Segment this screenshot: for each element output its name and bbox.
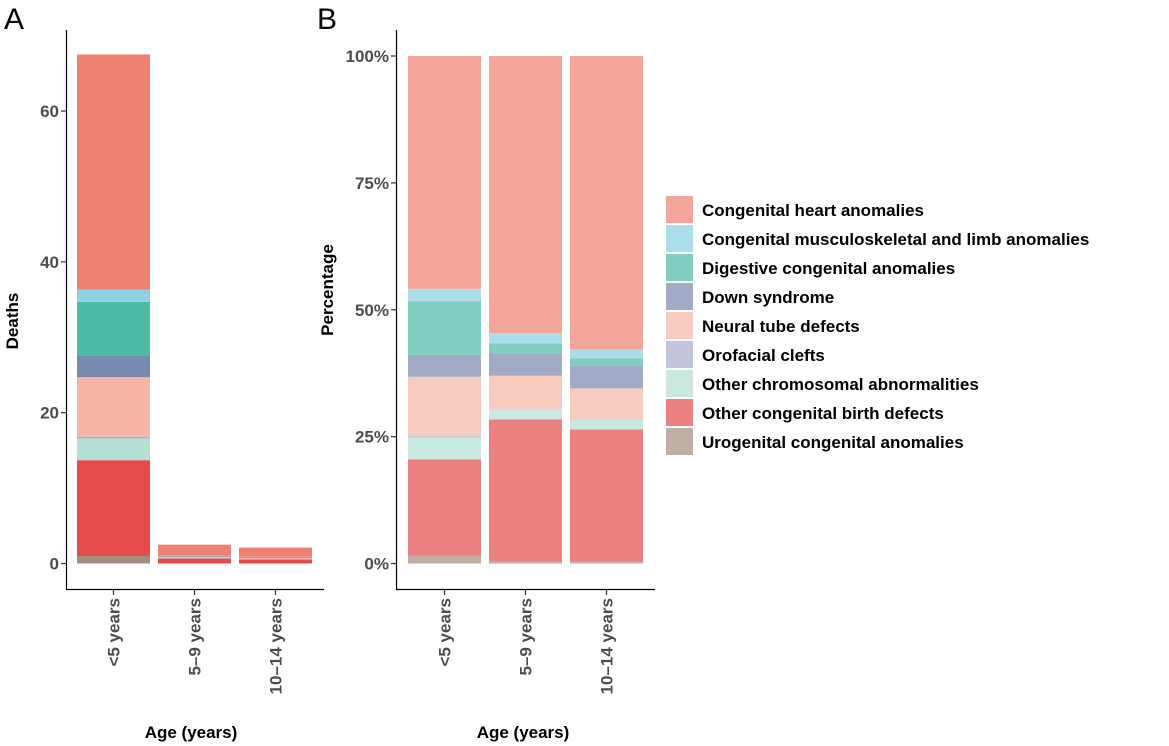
legend-label-other-chromosomal-abnormalities: Other chromosomal abnormalities bbox=[702, 375, 979, 394]
y-tick-label: 50% bbox=[355, 301, 389, 320]
bar-segment-b-3-digestive-congenital-anomalies bbox=[570, 358, 643, 367]
bar-segment-b-2-congenital-musculoskeletal-and-limb-anomalies bbox=[489, 333, 562, 344]
bar-segment-b-2-other-congenital-birth-defects bbox=[489, 419, 562, 562]
y-tick-label: 0 bbox=[50, 555, 59, 574]
legend-swatch-urogenital-congenital-anomalies bbox=[666, 428, 693, 455]
bar-segment-b-3-orofacial-clefts bbox=[570, 418, 643, 420]
legend-label-congenital-musculoskeletal-and-limb-anomalies: Congenital musculoskeletal and limb anom… bbox=[702, 230, 1089, 249]
bar-segment-b-1-digestive-congenital-anomalies bbox=[408, 301, 481, 355]
bar-segment-b-1-other-chromosomal-abnormalities bbox=[408, 437, 481, 460]
legend-label-digestive-congenital-anomalies: Digestive congenital anomalies bbox=[702, 259, 955, 278]
bar-segment-b-1-congenital-heart-anomalies bbox=[408, 56, 481, 289]
bar-segment-b-2-other-chromosomal-abnormalities bbox=[489, 409, 562, 420]
bar-segment-a-2-congenital-musculoskeletal-and-limb-anomalies bbox=[158, 555, 231, 556]
bar-segment-a-1-urogenital-congenital-anomalies bbox=[77, 555, 150, 564]
bar-segment-a-2-down-syndrome bbox=[158, 555, 231, 557]
bar-segment-a-1-congenital-heart-anomalies bbox=[77, 54, 150, 290]
bar-segment-b-2-digestive-congenital-anomalies bbox=[489, 343, 562, 354]
bar-segment-b-1-congenital-musculoskeletal-and-limb-anomalies bbox=[408, 288, 481, 302]
legend-swatch-other-chromosomal-abnormalities bbox=[666, 370, 693, 397]
bar-segment-b-1-other-congenital-birth-defects bbox=[408, 459, 481, 556]
legend-swatch-congenital-musculoskeletal-and-limb-anomalies bbox=[666, 225, 693, 252]
legend-swatch-orofacial-clefts bbox=[666, 341, 693, 368]
bar-segment-b-1-neural-tube-defects bbox=[408, 376, 481, 437]
bar-segment-b-3-congenital-musculoskeletal-and-limb-anomalies bbox=[570, 349, 643, 359]
bar-segment-a-3-congenital-heart-anomalies bbox=[239, 547, 312, 557]
legend-swatch-neural-tube-defects bbox=[666, 312, 693, 339]
bar-segment-b-3-neural-tube-defects bbox=[570, 388, 643, 419]
legend-swatch-digestive-congenital-anomalies bbox=[666, 254, 693, 281]
bar-segment-b-2-urogenital-congenital-anomalies bbox=[489, 561, 562, 564]
bar-segment-b-2-down-syndrome bbox=[489, 353, 562, 376]
panel-b-letter: B bbox=[317, 3, 337, 36]
legend-label-down-syndrome: Down syndrome bbox=[702, 288, 834, 307]
x-tick-label: 10–14 years bbox=[598, 598, 617, 694]
y-tick-label: 60 bbox=[40, 102, 59, 121]
bar-segment-a-2-digestive-congenital-anomalies bbox=[158, 555, 231, 557]
bar-segment-b-2-neural-tube-defects bbox=[489, 375, 562, 409]
bar-segment-a-3-other-congenital-birth-defects bbox=[239, 559, 312, 564]
x-tick-label: <5 years bbox=[436, 598, 455, 667]
bar-segment-a-1-other-chromosomal-abnormalities bbox=[77, 438, 150, 461]
bar-segment-a-3-congenital-musculoskeletal-and-limb-anomalies bbox=[239, 556, 312, 558]
bar-segment-b-3-down-syndrome bbox=[570, 366, 643, 389]
legend-swatch-other-congenital-birth-defects bbox=[666, 399, 693, 426]
x-tick-label: 10–14 years bbox=[267, 598, 286, 694]
panel-a-x-ticks: <5 years 5–9 years 10–14 years bbox=[105, 590, 286, 694]
y-tick-label: 0% bbox=[364, 555, 389, 574]
bar-segment-b-2-congenital-heart-anomalies bbox=[489, 56, 562, 334]
panel-b-x-ticks: <5 years 5–9 years 10–14 years bbox=[436, 590, 617, 694]
x-tick-label: <5 years bbox=[105, 598, 124, 667]
legend-label-neural-tube-defects: Neural tube defects bbox=[702, 317, 860, 336]
bar-segment-b-1-urogenital-congenital-anomalies bbox=[408, 555, 481, 564]
panel-b-x-label: Age (years) bbox=[477, 723, 570, 742]
bar-segment-a-3-neural-tube-defects bbox=[239, 558, 312, 559]
bar-segment-a-3-other-chromosomal-abnormalities bbox=[239, 558, 312, 560]
bar-segment-b-2-orofacial-clefts bbox=[489, 408, 562, 410]
bar-segment-a-1-congenital-musculoskeletal-and-limb-anomalies bbox=[77, 289, 150, 302]
bar-segment-a-2-other-congenital-birth-defects bbox=[158, 558, 231, 564]
bar-segment-b-1-orofacial-clefts bbox=[408, 436, 481, 438]
bar-segment-b-3-urogenital-congenital-anomalies bbox=[570, 561, 643, 564]
bar-segment-b-3-other-congenital-birth-defects bbox=[570, 429, 643, 562]
bar-segment-a-2-neural-tube-defects bbox=[158, 556, 231, 558]
panel-a-x-label: Age (years) bbox=[145, 723, 238, 742]
bar-segment-a-2-other-chromosomal-abnormalities bbox=[158, 557, 231, 559]
bar-segment-b-3-congenital-heart-anomalies bbox=[570, 56, 643, 350]
bar-segment-a-1-neural-tube-defects bbox=[77, 377, 150, 437]
y-tick-label: 25% bbox=[355, 428, 389, 447]
y-tick-label: 20 bbox=[40, 404, 59, 423]
y-tick-label: 40 bbox=[40, 253, 59, 272]
bar-segment-b-1-down-syndrome bbox=[408, 354, 481, 377]
bar-segment-b-3-other-chromosomal-abnormalities bbox=[570, 419, 643, 430]
panel-b-y-ticks: 0% 25% 50% 75% 100% bbox=[346, 47, 396, 574]
legend-swatch-congenital-heart-anomalies bbox=[666, 196, 693, 223]
bar-segment-a-1-orofacial-clefts bbox=[77, 436, 150, 439]
bar-segment-a-1-digestive-congenital-anomalies bbox=[77, 301, 150, 356]
x-tick-label: 5–9 years bbox=[186, 598, 205, 676]
panel-a-letter: A bbox=[4, 3, 24, 36]
panel-a-y-label: Deaths bbox=[3, 293, 22, 350]
panel-b-y-label: Percentage bbox=[318, 244, 337, 336]
legend: Congenital heart anomalies Congenital mus… bbox=[666, 196, 1089, 455]
bar-segment-a-3-digestive-congenital-anomalies bbox=[239, 557, 312, 558]
panel-b: B 0% 25% 50% 75% 100% <5 years 5–9 years 10–14… bbox=[317, 3, 655, 742]
panel-a: A 0 20 40 60 <5 years 5–9 years 10–14 years D… bbox=[3, 3, 324, 742]
y-tick-label: 75% bbox=[355, 174, 389, 193]
legend-label-orofacial-clefts: Orofacial clefts bbox=[702, 346, 825, 365]
legend-label-congenital-heart-anomalies: Congenital heart anomalies bbox=[702, 201, 924, 220]
x-tick-label: 5–9 years bbox=[517, 598, 536, 676]
legend-label-urogenital-congenital-anomalies: Urogenital congenital anomalies bbox=[702, 433, 964, 452]
panel-a-bars bbox=[77, 54, 312, 564]
legend-label-other-congenital-birth-defects: Other congenital birth defects bbox=[702, 404, 944, 423]
legend-swatch-down-syndrome bbox=[666, 283, 693, 310]
panel-a-y-ticks: 0 20 40 60 bbox=[40, 102, 66, 574]
bar-segment-a-1-other-congenital-birth-defects bbox=[77, 460, 150, 556]
y-tick-label: 100% bbox=[346, 47, 389, 66]
bar-segment-a-1-down-syndrome bbox=[77, 355, 150, 378]
panel-b-bars bbox=[408, 56, 643, 564]
bar-segment-a-2-congenital-heart-anomalies bbox=[158, 544, 231, 556]
